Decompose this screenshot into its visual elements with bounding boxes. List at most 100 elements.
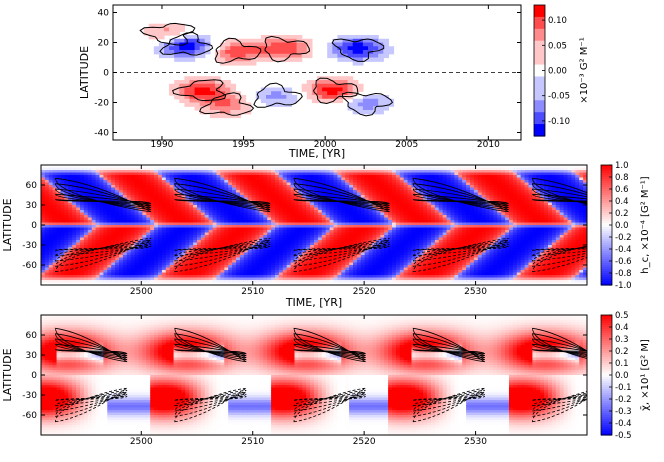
- map-cell: [246, 54, 252, 58]
- map-cell: [261, 91, 267, 95]
- map-cell: [210, 91, 216, 95]
- map-cell: [241, 99, 247, 103]
- map-cell: [200, 35, 206, 39]
- map-cell: [302, 54, 308, 58]
- colorbar-cell: [534, 88, 545, 101]
- map-cell: [200, 95, 206, 99]
- map-cell: [332, 95, 338, 99]
- map-cell: [332, 91, 338, 95]
- map-cell: [343, 58, 349, 62]
- map-cell: [302, 84, 308, 88]
- map-cell: [200, 88, 206, 92]
- map-cell: [307, 54, 313, 58]
- map-cell: [358, 106, 364, 110]
- map-cell: [266, 39, 272, 43]
- map-cell: [230, 46, 236, 50]
- map-cell: [378, 54, 384, 58]
- map-cell: [164, 28, 170, 32]
- map-cell: [281, 54, 287, 58]
- map-cell: [343, 95, 349, 99]
- map-cell: [327, 50, 333, 54]
- map-cell: [363, 110, 369, 114]
- map-cell: [297, 35, 303, 39]
- map-cell: [246, 50, 252, 54]
- map-cell: [271, 54, 277, 58]
- map-cell: [169, 31, 175, 35]
- map-cell: [266, 95, 272, 99]
- map-cell: [241, 106, 247, 110]
- map-cell: [225, 88, 231, 92]
- map-cell: [215, 106, 221, 110]
- map-cell: [230, 61, 236, 65]
- map-cell: [261, 58, 267, 62]
- map-cell: [337, 58, 343, 62]
- map-cell: [368, 95, 374, 99]
- map-cell: [210, 80, 216, 84]
- map-cell: [368, 99, 374, 103]
- map-cell: [343, 35, 349, 39]
- map-cell: [348, 35, 354, 39]
- map-cell: [225, 106, 231, 110]
- map-cell: [353, 46, 359, 50]
- map-cell: [184, 99, 190, 103]
- map-cell: [353, 50, 359, 54]
- map-cell: [195, 106, 201, 110]
- map-cell: [220, 88, 226, 92]
- map-cell: [322, 95, 328, 99]
- map-cell: [332, 54, 338, 58]
- map-cell: [368, 106, 374, 110]
- map-cell: [302, 88, 308, 92]
- map-cell: [292, 35, 298, 39]
- map-cell: [348, 50, 354, 54]
- map-cell: [179, 99, 185, 103]
- map-cell: [256, 43, 262, 47]
- map-cell: [220, 58, 226, 62]
- map-cell: [343, 76, 349, 80]
- map-cell: [225, 43, 231, 47]
- map-cell: [230, 110, 236, 114]
- map-cell: [190, 99, 196, 103]
- map-cell: [332, 50, 338, 54]
- map-cell: [179, 46, 185, 50]
- map-cell: [337, 76, 343, 80]
- map-cell: [205, 35, 211, 39]
- map-cell: [225, 84, 231, 88]
- map-cell: [149, 28, 155, 32]
- map-cell: [179, 54, 185, 58]
- map-cell: [317, 84, 323, 88]
- map-cell: [373, 95, 379, 99]
- map-cell: [363, 103, 369, 107]
- map-cell: [210, 106, 216, 110]
- map-cell: [292, 95, 298, 99]
- map-cell: [195, 91, 201, 95]
- map-cell: [159, 43, 165, 47]
- map-cell: [297, 43, 303, 47]
- map-cell: [246, 61, 252, 65]
- map-cell: [322, 88, 328, 92]
- map-cell: [205, 84, 211, 88]
- map-cell: [251, 39, 257, 43]
- map-cell: [286, 35, 292, 39]
- map-cell: [327, 88, 333, 92]
- map-cell: [343, 50, 349, 54]
- map-cell: [190, 88, 196, 92]
- map-cell: [184, 103, 190, 107]
- map-cell: [235, 50, 241, 54]
- map-cell: [307, 95, 313, 99]
- map-cell: [348, 88, 354, 92]
- map-cell: [184, 46, 190, 50]
- map-cell: [322, 80, 328, 84]
- map-cell: [174, 54, 180, 58]
- map-cell: [230, 50, 236, 54]
- map-cell: [358, 99, 364, 103]
- map-cell: [174, 31, 180, 35]
- map-cell: [353, 35, 359, 39]
- map-cell: [276, 50, 282, 54]
- map-cell: [348, 46, 354, 50]
- map-cell: [317, 91, 323, 95]
- map-cell: [327, 95, 333, 99]
- map-cell: [353, 43, 359, 47]
- map-cell: [343, 43, 349, 47]
- map-cell: [190, 76, 196, 80]
